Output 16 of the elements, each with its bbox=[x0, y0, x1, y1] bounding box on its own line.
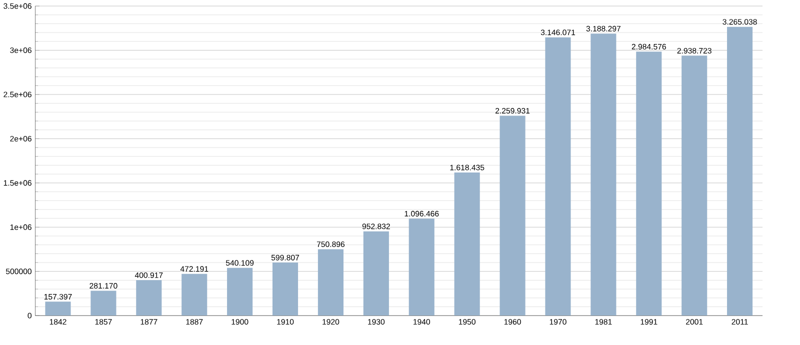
bar bbox=[318, 249, 344, 316]
bar bbox=[545, 37, 571, 316]
bar bbox=[500, 116, 526, 316]
bar bbox=[272, 262, 298, 316]
bar bbox=[182, 274, 208, 316]
bar bbox=[45, 302, 71, 316]
bar bbox=[408, 218, 434, 316]
bar bbox=[682, 56, 708, 316]
bar bbox=[727, 26, 753, 316]
bar bbox=[227, 268, 253, 316]
bar bbox=[454, 172, 480, 316]
bar bbox=[636, 52, 662, 316]
bar bbox=[90, 290, 116, 316]
bar bbox=[136, 280, 162, 316]
bar bbox=[590, 34, 616, 316]
bar bbox=[363, 231, 389, 316]
